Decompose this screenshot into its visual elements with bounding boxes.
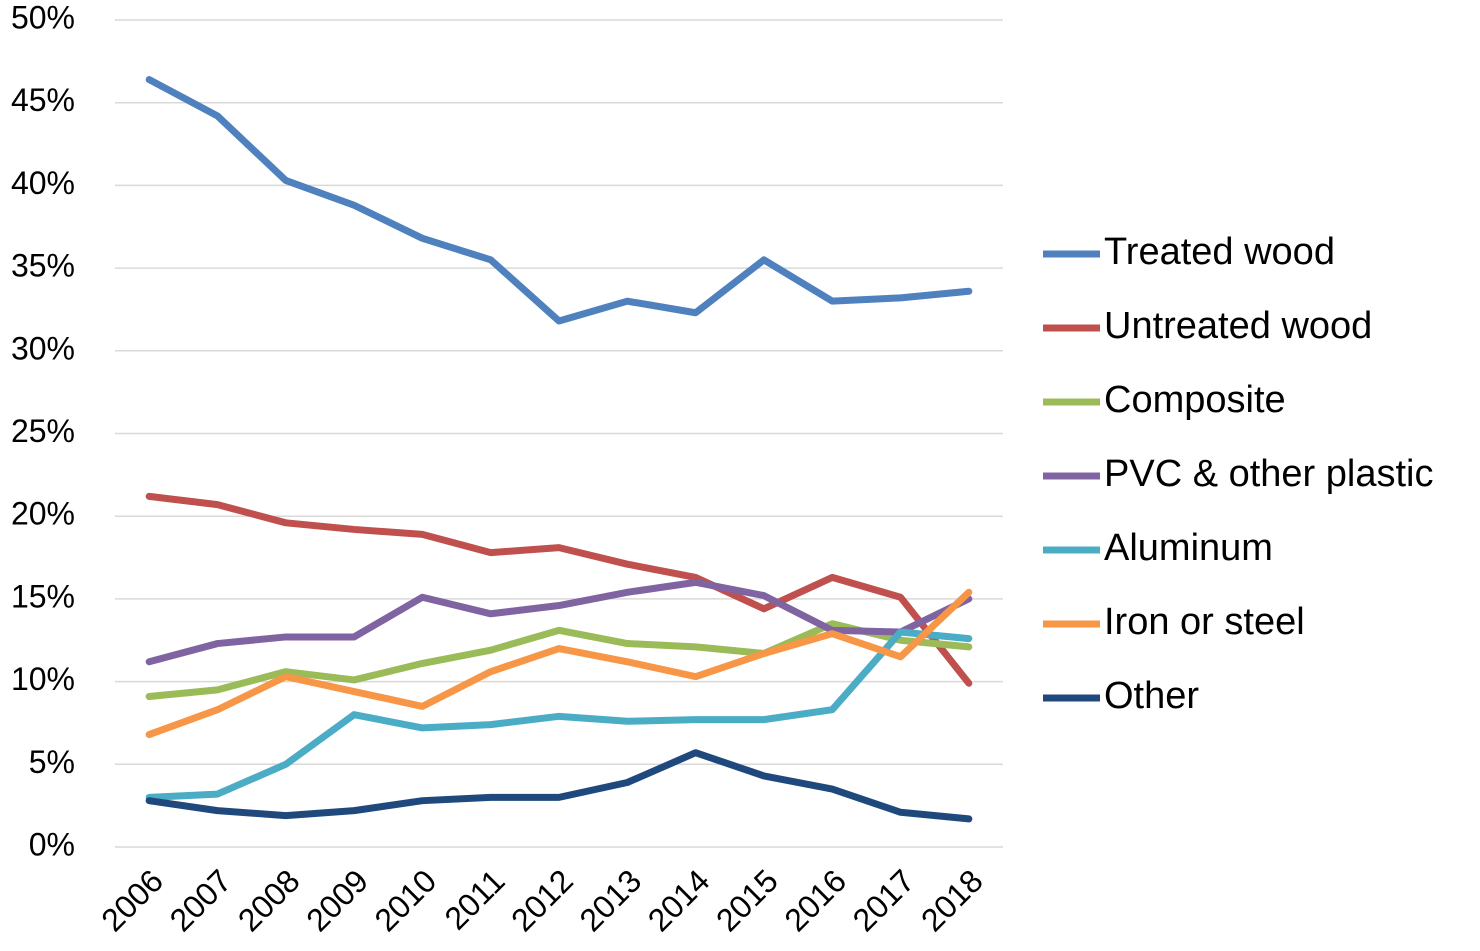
x-tick-label: 2011 <box>438 862 512 936</box>
x-tick-label: 2007 <box>163 862 239 938</box>
y-tick-label: 25% <box>11 413 75 449</box>
y-tick-label: 15% <box>11 578 75 614</box>
legend-label: Aluminum <box>1104 527 1273 569</box>
x-tick-label: 2009 <box>299 862 375 938</box>
x-tick-label: 2015 <box>709 862 785 938</box>
x-tick-label: 2016 <box>777 862 853 938</box>
x-tick-label: 2014 <box>641 862 717 938</box>
y-tick-label: 50% <box>11 0 75 35</box>
y-tick-label: 35% <box>11 248 75 284</box>
y-tick-label: 0% <box>29 826 75 862</box>
x-tick-label: 2008 <box>231 862 307 938</box>
series-line <box>145 492 973 687</box>
series-line <box>145 76 973 325</box>
x-tick-label: 2010 <box>368 862 444 938</box>
x-tick-label: 2017 <box>846 862 922 938</box>
legend-label: Untreated wood <box>1104 305 1372 347</box>
series-line <box>145 628 973 801</box>
y-tick-label: 10% <box>11 661 75 697</box>
y-tick-label: 45% <box>11 82 75 118</box>
x-tick-label: 2012 <box>504 862 580 938</box>
x-tick-label: 2018 <box>914 862 990 938</box>
legend-label: PVC & other plastic <box>1104 453 1433 495</box>
series-line <box>145 749 973 823</box>
legend-label: Treated wood <box>1104 231 1335 273</box>
legend-label: Composite <box>1104 379 1286 421</box>
legend-label: Iron or steel <box>1104 601 1305 643</box>
legend-label: Other <box>1104 675 1199 717</box>
y-tick-label: 20% <box>11 496 75 532</box>
series-line <box>145 620 973 700</box>
y-tick-label: 30% <box>11 330 75 366</box>
series-line <box>145 588 973 739</box>
x-tick-label: 2013 <box>572 862 648 938</box>
x-tick-label: 2006 <box>94 862 170 938</box>
y-tick-label: 5% <box>29 744 75 780</box>
y-tick-label: 40% <box>11 165 75 201</box>
